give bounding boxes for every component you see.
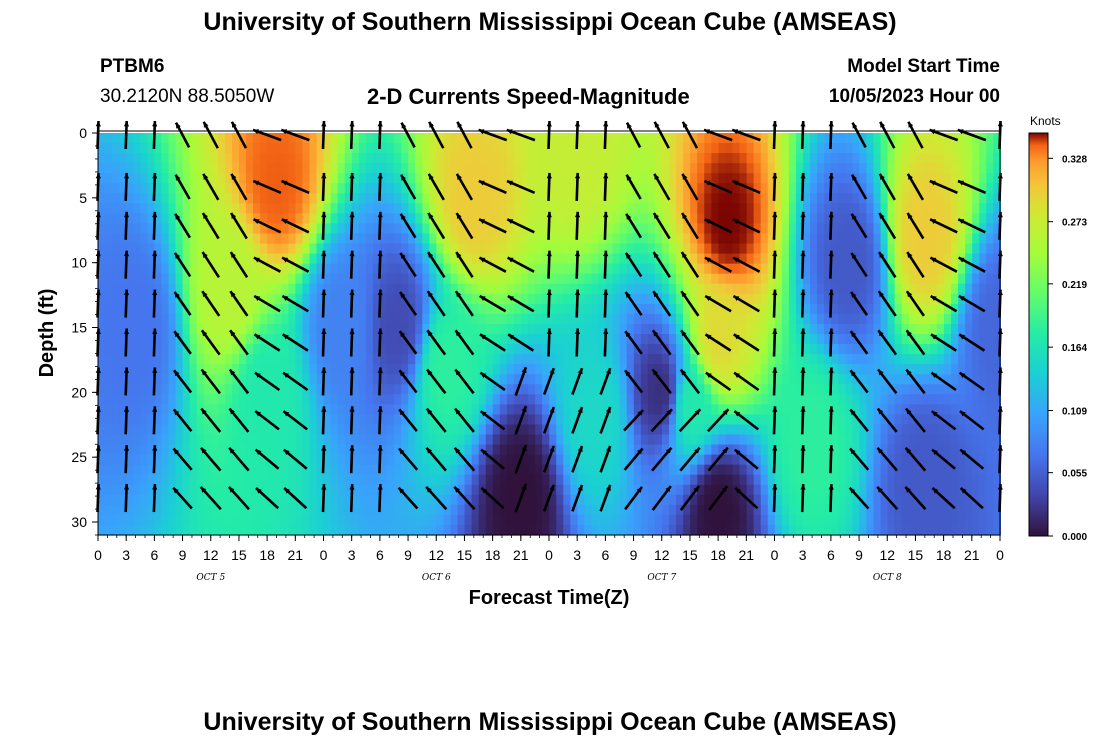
station-id: PTBM6 <box>100 56 165 77</box>
x-tick-label: 6 <box>601 547 609 563</box>
x-tick-label: 3 <box>799 547 807 563</box>
x-tick-label: 18 <box>259 547 275 563</box>
x-tick-label: 15 <box>231 547 247 563</box>
colorbar-tick-label: 0.219 <box>1062 280 1087 291</box>
axes: 0 3 6 9 12 15 18 21 0 3 6 9 12 15 18 21 0 3 6 9 12 15 18 21 0 3 6 9… <box>71 125 1004 583</box>
y-tick-label: 0 <box>79 125 87 141</box>
x-tick-label: 12 <box>203 547 219 563</box>
station-coordinates: 30.2120N 88.5050W <box>100 86 275 107</box>
x-tick-label: 9 <box>179 547 187 563</box>
x-tick-label: 15 <box>908 547 924 563</box>
x-tick-label: 21 <box>964 547 980 563</box>
y-tick-label: 15 <box>71 320 87 336</box>
colorbar-title: Knots <box>1030 114 1061 128</box>
x-tick-label: 15 <box>682 547 698 563</box>
plot-subtitle: 2-D Currents Speed-Magnitude <box>367 84 690 109</box>
x-tick-label: 21 <box>739 547 755 563</box>
y-tick-label: 20 <box>71 384 87 400</box>
speed-heatmap <box>98 133 1001 536</box>
date-label: OCT 7 <box>647 573 676 583</box>
x-tick-label: 15 <box>457 547 473 563</box>
y-tick-label: 30 <box>71 514 87 530</box>
x-tick-label: 21 <box>513 547 529 563</box>
x-tick-label: 0 <box>545 547 553 563</box>
y-tick-label: 25 <box>71 449 87 465</box>
x-tick-label: 9 <box>404 547 412 563</box>
x-tick-label: 21 <box>288 547 304 563</box>
x-tick-label: 3 <box>573 547 581 563</box>
model-start-label: Model Start Time <box>847 56 1000 77</box>
x-tick-label: 12 <box>428 547 444 563</box>
x-tick-label: 9 <box>630 547 638 563</box>
colorbar-gradient <box>1028 132 1049 537</box>
colorbar-tick-label: 0.109 <box>1062 406 1087 417</box>
y-tick-label: 5 <box>79 190 87 206</box>
x-tick-label: 12 <box>879 547 895 563</box>
colorbar-tick-label: 0.055 <box>1062 469 1087 480</box>
x-tick-label: 6 <box>376 547 384 563</box>
x-tick-label: 18 <box>485 547 501 563</box>
chart-title: University of Southern Mississippi Ocean… <box>203 8 897 36</box>
current-vectors <box>95 120 1003 513</box>
date-label: OCT 8 <box>873 573 902 583</box>
x-tick-label: 12 <box>654 547 670 563</box>
y-tick-label: 10 <box>71 255 87 271</box>
footer-title: University of Southern Mississippi Ocean… <box>203 708 897 736</box>
x-tick-label: 0 <box>94 547 102 563</box>
x-tick-label: 3 <box>348 547 356 563</box>
colorbar-tick-label: 0.164 <box>1062 343 1087 354</box>
colorbar-tick-label: 0.328 <box>1062 154 1087 165</box>
x-tick-label: 0 <box>320 547 328 563</box>
x-tick-label: 3 <box>122 547 130 563</box>
date-label: OCT 5 <box>196 573 225 583</box>
x-tick-label: 18 <box>936 547 952 563</box>
x-tick-label: 6 <box>827 547 835 563</box>
x-tick-label: 0 <box>996 547 1004 563</box>
model-start-value: 10/05/2023 Hour 00 <box>828 86 1000 107</box>
y-axis-label: Depth (ft) <box>36 289 58 378</box>
colorbar-tick-label: 0.273 <box>1062 218 1087 229</box>
x-tick-label: 6 <box>150 547 158 563</box>
x-axis-label: Forecast Time(Z) <box>469 587 630 609</box>
colorbar-tick-label: 0.000 <box>1062 532 1087 543</box>
x-tick-label: 9 <box>855 547 863 563</box>
x-tick-label: 18 <box>710 547 726 563</box>
colorbar: Knots 0.328 0.273 0.219 0.164 0.109 0.055 0.00… <box>1028 114 1087 543</box>
date-label: OCT 6 <box>422 573 451 583</box>
x-tick-label: 0 <box>771 547 779 563</box>
